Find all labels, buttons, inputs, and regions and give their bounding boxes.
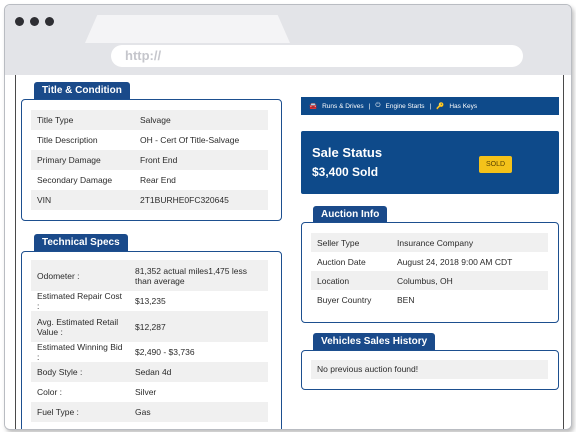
row-label: Estimated Repair Cost : [37, 291, 123, 311]
table-row: Title Description OH - Cert Of Title-Salv… [31, 130, 268, 150]
row-value: OH - Cert Of Title-Salvage [140, 135, 240, 145]
vehicle-features-bar: 🚘 Runs & Drives | ⏻ Engine Starts | 🔑 Ha… [301, 97, 559, 115]
maximize-window-dot[interactable] [45, 17, 54, 26]
row-value: 2T1BURHE0FC320645 [140, 195, 229, 205]
runs-drives-label: Runs & Drives [322, 102, 364, 110]
title-condition-panel: Title Type Salvage Title Description OH - C… [21, 99, 282, 221]
row-value: $12,287 [135, 321, 166, 332]
row-label: Estimated Winning Bid : [37, 342, 123, 362]
table-row: Buyer Country BEN [311, 290, 548, 309]
features-separator: | [429, 102, 432, 110]
sales-history-panel: No previous auction found! [301, 350, 559, 390]
sold-badge: SOLD [479, 156, 512, 173]
row-label: VIN [37, 195, 52, 205]
technical-specs-table: Odometer : 81,352 actual miles1,475 less … [31, 260, 268, 422]
title-condition-heading: Title & Condition [34, 82, 130, 99]
row-label: Body Style : [37, 367, 83, 377]
row-value: BEN [397, 294, 415, 305]
table-row: Title Type Salvage [31, 110, 268, 130]
row-label: Buyer Country [317, 294, 372, 305]
sale-status-card: Sale Status $3,400 Sold SOLD [301, 131, 559, 194]
row-label: Auction Date [317, 256, 366, 267]
row-value: August 24, 2018 9:00 AM CDT [397, 256, 513, 267]
technical-specs-panel: Odometer : 81,352 actual miles1,475 less … [21, 251, 282, 429]
row-value: Silver [135, 387, 157, 397]
content-left-border [15, 75, 16, 429]
browser-window: http:// Title & Condition Title Type Salv… [4, 4, 572, 430]
row-value: Front End [140, 155, 178, 165]
row-value: $13,235 [135, 296, 166, 306]
table-row: Odometer : 81,352 actual miles1,475 less … [31, 260, 268, 291]
has-keys-label: Has Keys [449, 102, 478, 110]
row-label: Seller Type [317, 237, 360, 248]
table-row: Avg. Estimated Retail Value : $12,287 [31, 311, 268, 342]
title-condition-table: Title Type Salvage Title Description OH - C… [31, 110, 268, 210]
table-row: VIN 2T1BURHE0FC320645 [31, 190, 268, 210]
features-separator: | [368, 102, 371, 110]
row-value: Sedan 4d [135, 367, 172, 377]
key-icon: 🔑 [436, 103, 445, 110]
car-icon: 🚘 [309, 103, 318, 110]
row-value: Salvage [140, 115, 171, 125]
sale-status-amount: $3,400 Sold [312, 165, 379, 179]
row-value: Rear End [140, 175, 176, 185]
page-content: Title & Condition Title Type Salvage Title… [5, 75, 571, 429]
row-label: Color : [37, 387, 63, 397]
sale-status-title: Sale Status [312, 145, 383, 160]
row-label: Location [317, 275, 350, 286]
row-value: Gas [135, 407, 151, 417]
table-row: Fuel Type : Gas [31, 402, 268, 422]
table-row: Location Columbus, OH [311, 271, 548, 290]
table-row: Body Style : Sedan 4d [31, 362, 268, 382]
row-value: $2,490 - $3,736 [135, 347, 195, 357]
sales-history-message: No previous auction found! [311, 360, 548, 379]
minimize-window-dot[interactable] [30, 17, 39, 26]
table-row: Estimated Repair Cost : $13,235 [31, 291, 268, 311]
row-value: Columbus, OH [397, 275, 453, 286]
window-controls [15, 17, 54, 26]
row-label: Secondary Damage [37, 175, 113, 185]
table-row: Seller Type Insurance Company [311, 233, 548, 252]
sales-history-heading: Vehicles Sales History [313, 333, 436, 350]
address-bar[interactable]: http:// [111, 45, 523, 67]
table-row: Color : Silver [31, 382, 268, 402]
row-label: Title Description [37, 135, 98, 145]
row-label: Primary Damage [37, 155, 101, 165]
auction-info-panel: Seller Type Insurance Company Auction Date… [301, 222, 559, 323]
power-icon: ⏻ [375, 102, 381, 109]
table-row: Estimated Winning Bid : $2,490 - $3,736 [31, 342, 268, 362]
row-value: 81,352 actual miles1,475 less than avera… [135, 265, 247, 286]
auction-info-table: Seller Type Insurance Company Auction Date… [311, 233, 548, 309]
table-row: Secondary Damage Rear End [31, 170, 268, 190]
browser-chrome: http:// [5, 5, 571, 75]
table-row: Auction Date August 24, 2018 9:00 AM CDT [311, 252, 548, 271]
row-label: Avg. Estimated Retail Value : [37, 316, 119, 337]
row-value: Insurance Company [397, 237, 474, 248]
browser-tab[interactable] [85, 15, 290, 43]
row-label: Odometer : [37, 270, 80, 281]
close-window-dot[interactable] [15, 17, 24, 26]
row-label: Fuel Type : [37, 407, 79, 417]
content-right-border [563, 75, 564, 429]
auction-info-heading: Auction Info [313, 206, 388, 223]
technical-specs-heading: Technical Specs [34, 234, 128, 251]
engine-starts-label: Engine Starts [385, 102, 425, 110]
table-row: Primary Damage Front End [31, 150, 268, 170]
row-label: Title Type [37, 115, 74, 125]
